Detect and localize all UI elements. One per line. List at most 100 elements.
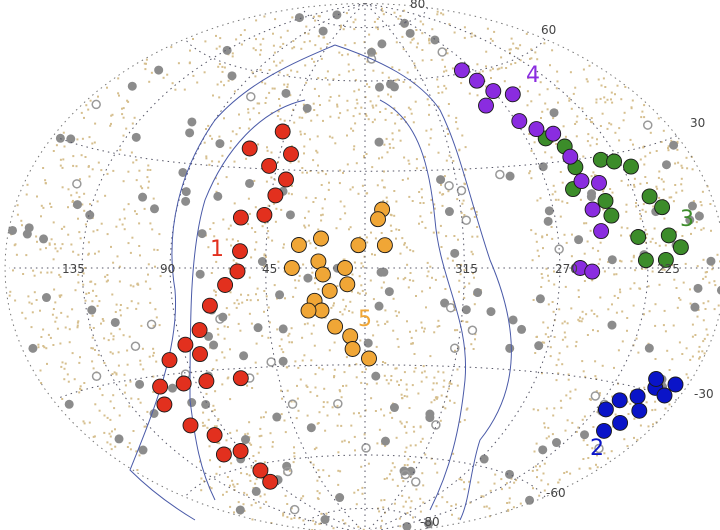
background-source-dot bbox=[39, 369, 42, 372]
background-source-dot bbox=[207, 246, 210, 249]
background-source-dot bbox=[126, 363, 129, 366]
background-source-dot bbox=[261, 477, 264, 480]
background-source-dot bbox=[134, 210, 136, 213]
background-source-dot bbox=[414, 444, 417, 447]
background-source-dot bbox=[346, 53, 349, 56]
background-source-dot bbox=[51, 313, 54, 316]
background-source-dot bbox=[112, 394, 115, 397]
background-source-dot bbox=[293, 455, 296, 458]
background-source-dot bbox=[46, 271, 49, 274]
background-source-dot bbox=[539, 465, 541, 468]
background-source-dot bbox=[341, 440, 344, 443]
background-source-dot bbox=[566, 202, 569, 204]
group-3-point bbox=[654, 199, 671, 216]
background-source-dot bbox=[547, 336, 550, 338]
background-source-dot bbox=[493, 482, 496, 485]
background-source-dot bbox=[585, 222, 588, 225]
background-source-dot bbox=[290, 517, 293, 520]
background-source-dot bbox=[403, 464, 406, 467]
background-source-dot bbox=[60, 311, 63, 314]
background-source-dot bbox=[434, 396, 437, 399]
background-source-dot bbox=[535, 240, 538, 243]
background-source-dot bbox=[317, 288, 320, 291]
background-source-dot bbox=[314, 277, 316, 280]
background-source-dot bbox=[447, 190, 450, 193]
background-source-dot bbox=[68, 328, 71, 331]
background-source-dot bbox=[30, 302, 33, 305]
background-source-dot bbox=[309, 461, 312, 463]
field-source bbox=[181, 187, 191, 197]
background-source-dot bbox=[410, 336, 413, 339]
background-source-dot bbox=[460, 211, 463, 214]
background-source-dot bbox=[621, 340, 624, 343]
background-source-dot bbox=[597, 249, 600, 252]
field-source bbox=[430, 35, 440, 45]
background-source-dot bbox=[296, 70, 299, 73]
background-source-dot bbox=[633, 282, 636, 285]
lat-tick-80: 80 bbox=[410, 0, 425, 11]
background-source-dot bbox=[366, 383, 369, 386]
background-source-dot bbox=[582, 458, 585, 460]
background-source-dot bbox=[292, 108, 294, 111]
background-source-dot bbox=[36, 240, 38, 243]
background-source-dot bbox=[509, 48, 512, 51]
background-source-dot bbox=[209, 459, 211, 462]
background-source-dot bbox=[148, 80, 151, 83]
field-source bbox=[320, 515, 330, 525]
field-source-ring bbox=[146, 319, 157, 330]
group-1-point bbox=[278, 171, 294, 188]
background-source-dot bbox=[101, 394, 104, 397]
background-source-dot bbox=[250, 466, 253, 469]
background-source-dot bbox=[642, 145, 645, 148]
background-source-dot bbox=[344, 44, 347, 47]
background-source-dot bbox=[361, 289, 364, 292]
background-source-dot bbox=[547, 279, 550, 282]
background-source-dot bbox=[678, 297, 681, 299]
background-source-dot bbox=[331, 406, 334, 409]
field-source-ring bbox=[461, 215, 472, 225]
background-source-dot bbox=[676, 140, 679, 143]
background-source-dot bbox=[353, 28, 356, 31]
background-source-dot bbox=[377, 28, 379, 31]
background-source-dot bbox=[369, 100, 372, 103]
background-source-dot bbox=[81, 137, 84, 140]
background-source-dot bbox=[320, 57, 323, 60]
background-source-dot bbox=[351, 311, 354, 314]
background-source-dot bbox=[293, 46, 296, 49]
background-source-dot bbox=[589, 229, 592, 232]
background-source-dot bbox=[655, 421, 658, 424]
background-source-dot bbox=[42, 345, 45, 347]
field-source bbox=[239, 351, 249, 361]
background-source-dot bbox=[303, 145, 306, 148]
group-1-point bbox=[267, 187, 284, 204]
background-source-dot bbox=[91, 336, 94, 339]
background-source-dot bbox=[369, 279, 372, 282]
background-source-dot bbox=[534, 352, 537, 354]
background-source-dot bbox=[317, 469, 320, 472]
background-source-dot bbox=[663, 309, 666, 312]
lon-tick-90: 90 bbox=[160, 262, 175, 276]
background-source-dot bbox=[77, 281, 80, 284]
background-source-dot bbox=[565, 394, 568, 397]
background-source-dot bbox=[705, 328, 708, 331]
background-source-dot bbox=[25, 254, 28, 257]
background-source-dot bbox=[545, 407, 548, 410]
field-source bbox=[213, 191, 223, 201]
background-source-dot bbox=[213, 408, 216, 411]
background-source-dot bbox=[28, 301, 31, 304]
background-source-dot bbox=[279, 61, 282, 64]
background-source-dot bbox=[286, 516, 289, 519]
background-source-dot bbox=[519, 502, 522, 505]
group-1-point bbox=[283, 146, 299, 163]
background-source-dot bbox=[510, 63, 513, 66]
background-source-dot bbox=[714, 284, 717, 287]
background-source-dot bbox=[338, 94, 341, 97]
background-source-dot bbox=[432, 382, 435, 385]
background-source-dot bbox=[488, 507, 491, 510]
background-source-dot bbox=[403, 426, 406, 428]
background-source-dot bbox=[255, 342, 258, 345]
background-source-dot bbox=[322, 469, 325, 472]
background-source-dot bbox=[102, 319, 105, 322]
background-source-dot bbox=[433, 331, 436, 334]
background-source-dot bbox=[648, 310, 651, 313]
